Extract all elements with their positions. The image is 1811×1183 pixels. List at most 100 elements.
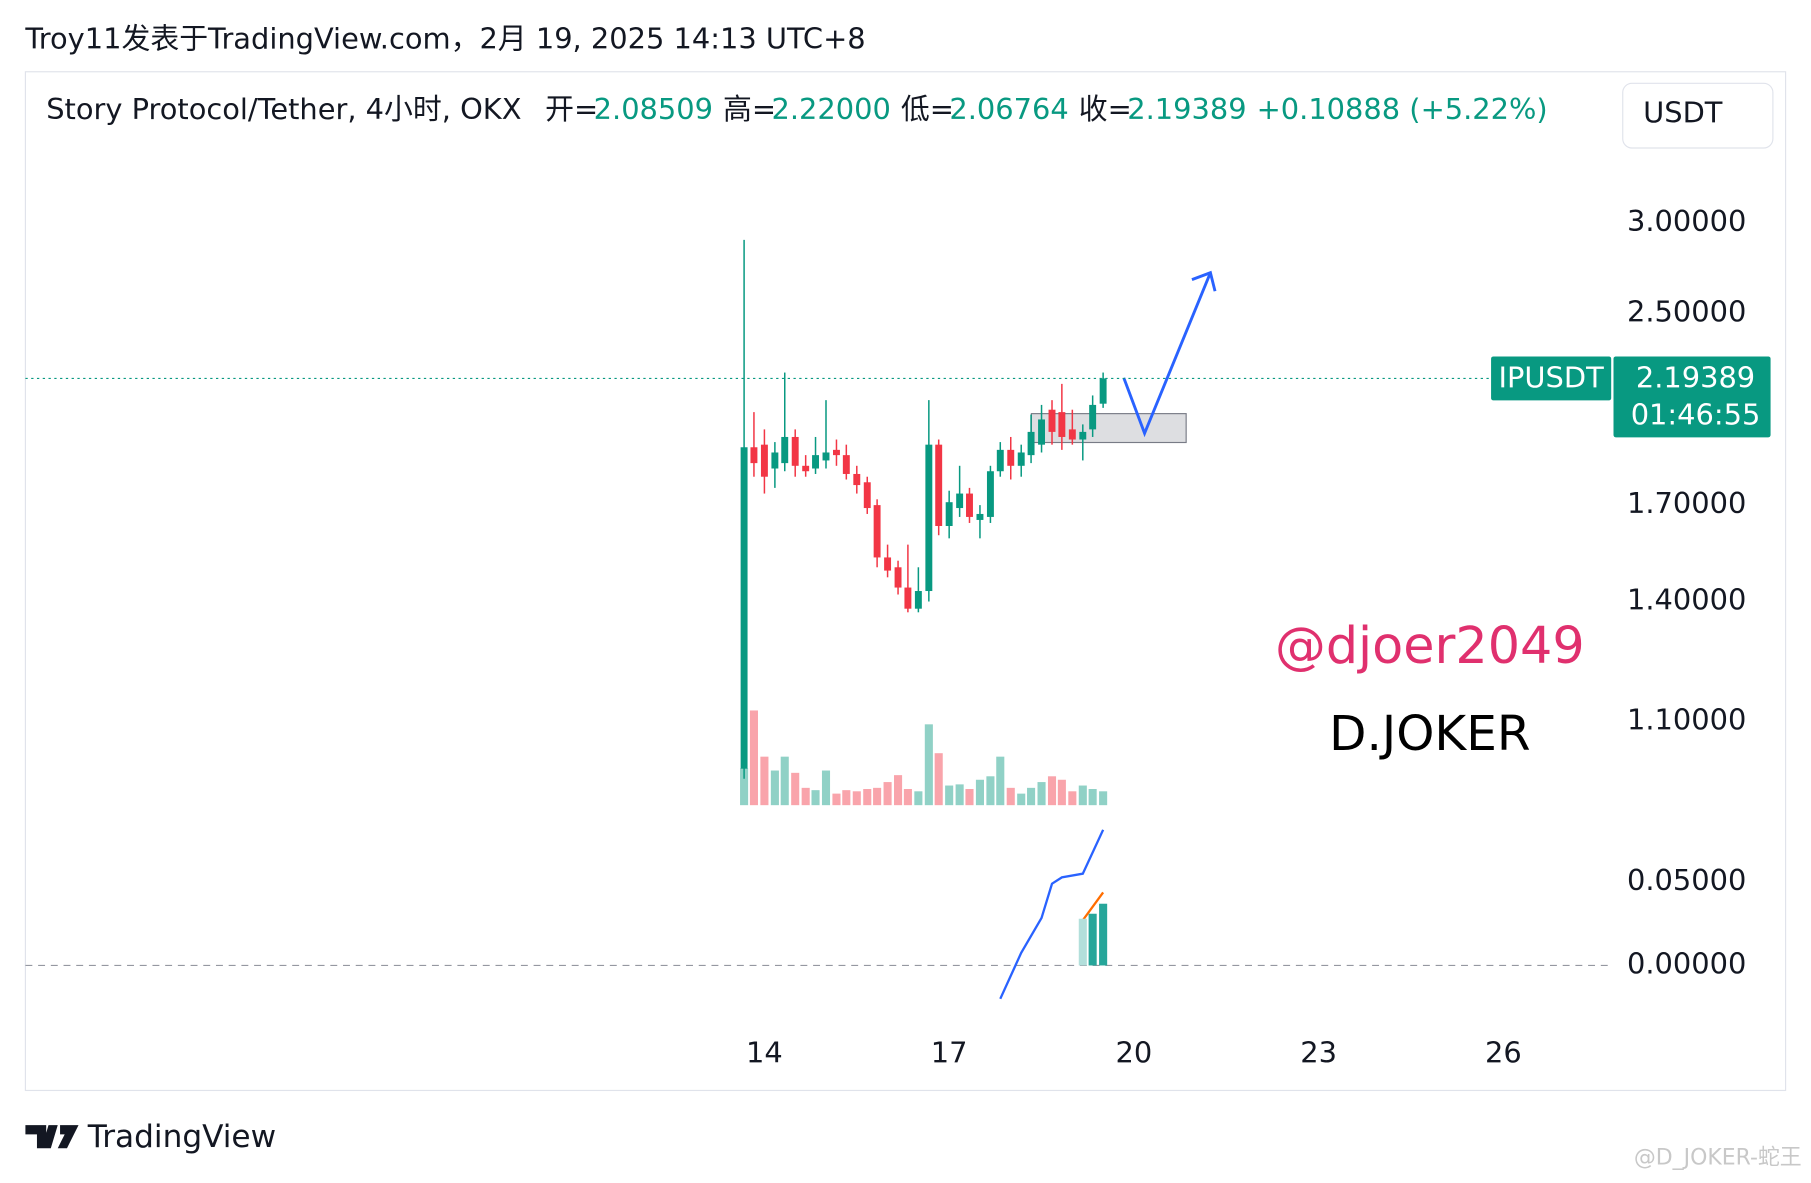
corner-watermark: @D_JOKER-蛇王 — [1634, 1146, 1802, 1171]
y-tick-label: 2.50000 — [1627, 295, 1746, 329]
volume-bar — [842, 790, 851, 806]
volume-bar — [965, 789, 974, 806]
volume-bar — [740, 768, 749, 806]
candle-body — [914, 591, 922, 609]
candle-body — [771, 452, 779, 469]
candle-body — [945, 502, 953, 526]
volume-bar — [1017, 793, 1026, 806]
candle-body — [842, 455, 850, 474]
candle-body — [822, 452, 830, 461]
x-tick-label: 23 — [1300, 1036, 1337, 1070]
indicator-bar — [1078, 918, 1087, 966]
volume-bar — [1027, 787, 1036, 806]
y-tick-label: 1.10000 — [1627, 702, 1746, 736]
volume-bar — [986, 776, 995, 806]
candle-body — [802, 465, 810, 472]
legend-value: 2.08509 — [594, 92, 713, 126]
candle-body — [904, 587, 912, 609]
candle-body — [863, 482, 871, 509]
candle-body — [1027, 431, 1035, 456]
candle-body — [812, 455, 819, 469]
ticker-label-box — [1491, 356, 1612, 401]
x-tick-label: 26 — [1485, 1036, 1522, 1070]
candle-body — [1038, 419, 1046, 445]
legend-value: 2.06764 — [949, 92, 1068, 126]
volume-bar — [770, 770, 779, 806]
countdown-label: 01:46:55 — [1631, 398, 1761, 432]
candle-body — [966, 493, 973, 517]
volume-bar — [945, 785, 954, 806]
watermark: D.JOKER — [1329, 706, 1530, 762]
legend-label: 收= — [1079, 92, 1132, 126]
volume-bar — [1099, 791, 1108, 806]
candle-body — [996, 449, 1004, 472]
volume-bar — [924, 724, 933, 806]
volume-bar — [914, 791, 923, 806]
legend-symbol: Story Protocol/Tether, 4小时, OKX — [46, 92, 521, 126]
volume-bar — [1078, 785, 1087, 806]
candle-body — [1058, 412, 1066, 437]
volume-bar — [811, 790, 820, 806]
price-label: 2.19389 — [1636, 361, 1755, 395]
volume-bar — [894, 775, 903, 806]
volume-bar — [1006, 787, 1015, 806]
volume-bar — [749, 710, 758, 806]
candle-body — [740, 447, 748, 769]
legend-label: 高= — [723, 92, 776, 126]
volume-bar — [883, 782, 892, 806]
drawn-arrow-head — [1191, 270, 1217, 292]
volume-bar — [801, 787, 810, 806]
y-tick-label: 0.05000 — [1627, 863, 1746, 897]
candle-body — [986, 471, 994, 517]
volume-bar — [975, 779, 984, 806]
candle-body — [1007, 449, 1015, 466]
candle-body — [884, 557, 892, 571]
legend-change: +0.10888 (+5.22%) — [1257, 92, 1548, 126]
currency-button[interactable] — [1622, 82, 1774, 149]
x-tick-label: 20 — [1116, 1036, 1153, 1070]
volume-bar — [903, 789, 912, 806]
candle-body — [1068, 429, 1076, 440]
legend-label: 低= — [901, 92, 954, 126]
candle-body — [1079, 431, 1087, 440]
indicator-bar — [1088, 913, 1097, 966]
y-tick-label: 1.70000 — [1627, 486, 1746, 520]
candle-body — [1089, 404, 1097, 430]
volume-bar — [1057, 779, 1066, 806]
y-tick-label: 1.40000 — [1627, 583, 1746, 617]
volume-bar — [934, 753, 943, 806]
volume-bar — [955, 784, 964, 806]
candle-body — [750, 447, 758, 464]
volume-bar — [1037, 782, 1046, 806]
candle-body — [976, 513, 984, 520]
volume-bar — [821, 770, 831, 806]
volume-bar — [760, 756, 769, 806]
indicator-line — [999, 829, 1105, 1000]
legend-label: 开= — [545, 92, 598, 126]
candle-body — [956, 493, 964, 509]
candle-body — [1017, 452, 1025, 466]
legend-value: 2.22000 — [772, 92, 891, 126]
y-tick-label: 0.00000 — [1627, 946, 1746, 980]
indicator-bar — [1099, 903, 1108, 966]
volume-bar — [873, 787, 882, 806]
candle-body — [1048, 409, 1056, 432]
volume-bar — [791, 772, 800, 806]
candle-body — [894, 567, 902, 588]
candle-body — [873, 505, 881, 558]
volume-bar — [780, 756, 789, 806]
candle-body — [833, 449, 840, 456]
candle-body — [935, 444, 943, 526]
y-tick-label: 3.00000 — [1627, 204, 1746, 238]
footer-brand: TradingView — [87, 1119, 276, 1155]
footer-logo: TradingView — [25, 1119, 276, 1155]
drawn-rectangle — [1030, 413, 1187, 444]
legend-value: 2.19389 — [1127, 92, 1246, 126]
watermark: @djoer2049 — [1275, 616, 1585, 675]
header: Troy11发表于TradingView.com，2月 19, 2025 14:… — [24, 22, 865, 56]
x-tick-label: 17 — [931, 1036, 968, 1070]
currency-button-label[interactable]: USDT — [1643, 95, 1723, 129]
candle-body — [853, 473, 861, 486]
